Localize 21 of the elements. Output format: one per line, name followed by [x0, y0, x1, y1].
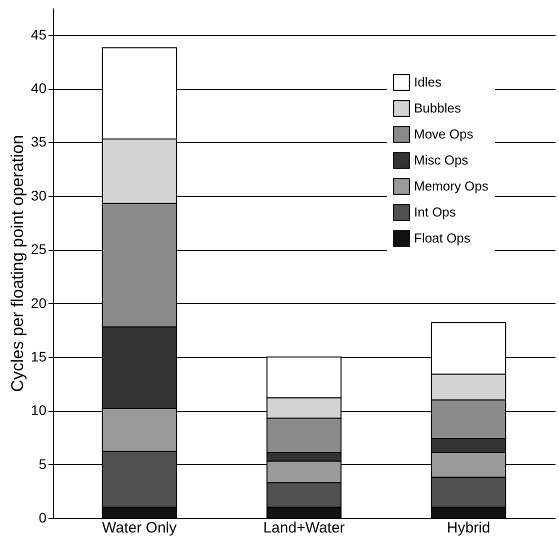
x-tick-label: Hybrid: [446, 520, 490, 536]
legend-label: Float Ops: [414, 230, 471, 246]
y-tick-label: 0: [38, 510, 47, 526]
y-axis-title: Cycles per floating point operation: [8, 134, 27, 392]
y-tick-label: 25: [30, 241, 47, 258]
y-tick-label: 45: [30, 26, 47, 42]
legend-label: Move Ops: [414, 126, 474, 142]
x-tick-label: Land+Water: [263, 520, 345, 536]
legend-label: Idles: [414, 74, 442, 90]
legend-label: Bubbles: [414, 100, 462, 116]
legend-label: Memory Ops: [414, 178, 489, 194]
y-tick-label: 15: [30, 348, 47, 364]
y-tick-label: 35: [30, 134, 47, 150]
y-tick-label: 5: [38, 456, 47, 472]
y-tick-label: 30: [30, 187, 47, 204]
y-tick-label: 40: [30, 80, 47, 96]
legend-label: Misc Ops: [414, 152, 469, 168]
y-tick-label: 20: [30, 294, 47, 311]
legend-label: Int Ops: [414, 204, 456, 220]
y-tick-label: 10: [30, 402, 47, 418]
x-tick-label: Water Only: [102, 520, 178, 536]
